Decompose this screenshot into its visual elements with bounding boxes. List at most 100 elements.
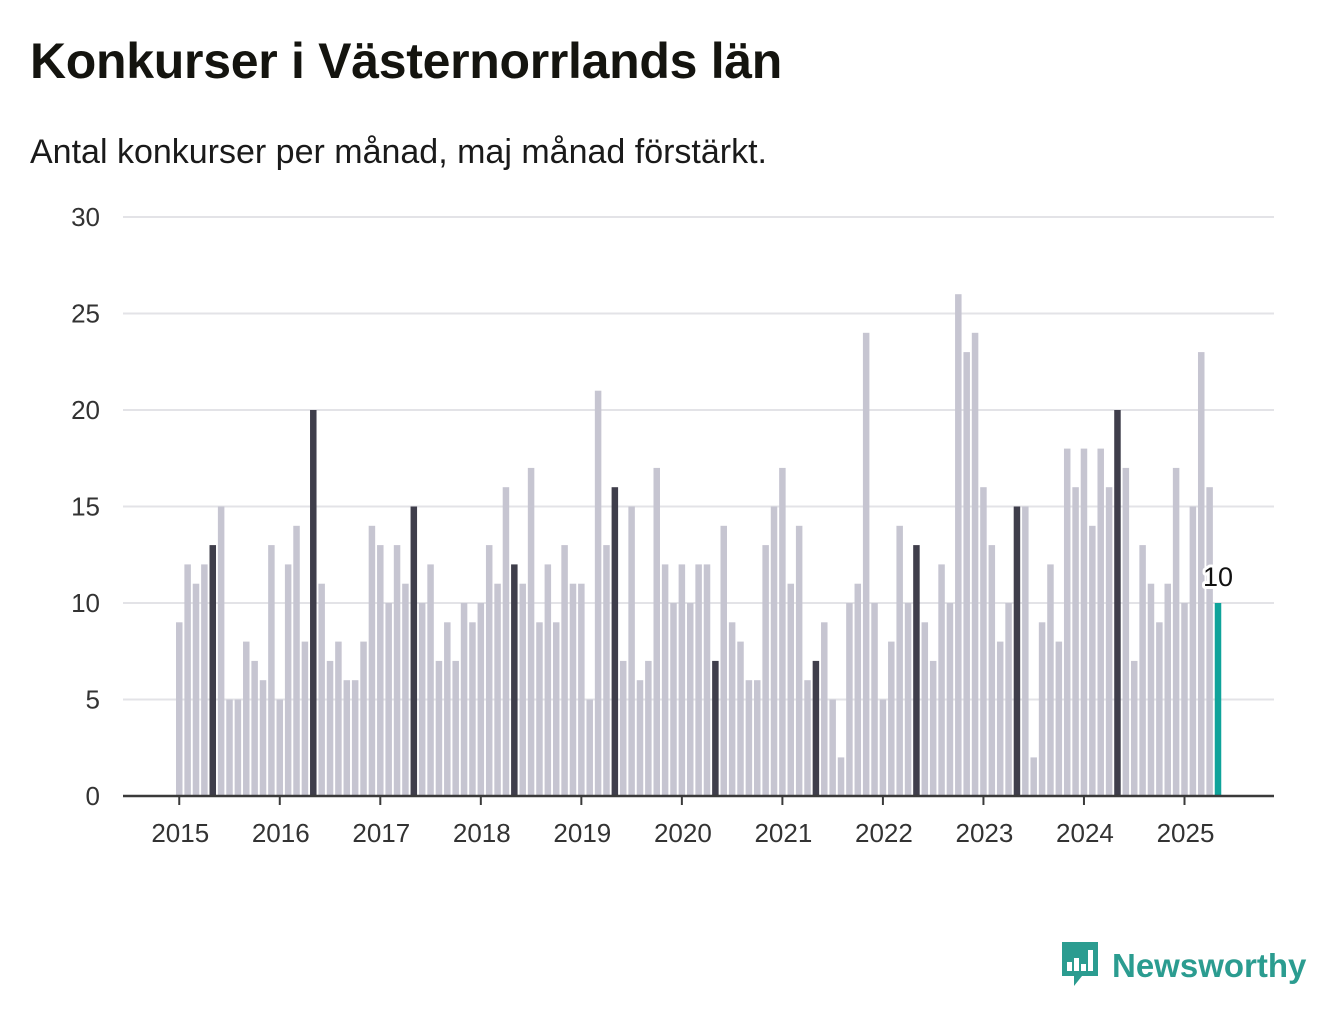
bar [234,699,242,796]
bar [1156,622,1163,796]
bar [946,603,954,796]
bar [645,660,652,796]
bar [678,564,686,796]
bar [368,525,376,796]
bar [226,699,233,796]
bar [393,545,401,796]
bar [904,603,912,796]
annotation-label: 10 [1203,562,1233,592]
bar [712,660,719,796]
bar [1022,506,1029,796]
bar [594,390,602,796]
bar [896,525,903,796]
bar [444,622,451,796]
bar [209,545,217,796]
bar [276,699,284,796]
bar [1147,583,1155,796]
bar [293,525,300,796]
bar [176,622,183,796]
bar [862,332,870,796]
bar [477,603,485,796]
bar [804,680,811,796]
bar [578,583,585,796]
bar [720,525,727,796]
bar [1189,506,1197,796]
bar [787,583,795,796]
bar [586,699,593,796]
bar [494,583,501,796]
bar [762,545,769,796]
x-tick-label: 2023 [956,818,1014,848]
bar [519,583,526,796]
bar [268,545,275,796]
bar [402,583,409,796]
x-tick-label: 2022 [855,818,913,848]
x-tick-label: 2025 [1157,818,1215,848]
bar [854,583,862,796]
bar [1013,506,1021,796]
bar [695,564,702,796]
x-tick-label: 2015 [151,818,209,848]
bar [1214,603,1222,796]
bar [770,506,778,796]
bar [754,680,761,796]
bar [385,603,392,796]
bar [929,660,937,796]
bar [1105,487,1113,796]
bar [955,294,962,796]
bar [938,564,945,796]
bar [1122,467,1130,796]
bar [301,641,309,796]
newsworthy-logo: Newsworthy [1060,940,1306,990]
bar [360,641,367,796]
bar [485,545,493,796]
bar [670,603,677,796]
x-tick-label: 2017 [352,818,410,848]
bar [888,641,895,796]
bar [795,525,803,796]
bar [661,564,669,796]
bar [1080,448,1088,796]
bar [921,622,929,796]
bar [318,583,325,796]
bar [552,622,560,796]
bar [251,660,258,796]
newsworthy-bar-chart-icon [1062,942,1098,986]
y-tick-label: 30 [71,202,100,232]
bar [636,680,644,796]
chart-title: Konkurser i Västernorrlands län [30,33,783,89]
bar [351,680,359,796]
bar [971,332,979,796]
bar [1072,487,1079,796]
bar [460,603,468,796]
bar [745,680,753,796]
bar [871,603,878,796]
bar [988,545,996,796]
bar [980,487,987,796]
bar [469,622,476,796]
bar [1005,603,1012,796]
x-tick-label: 2024 [1056,818,1114,848]
bar [536,622,543,796]
bar [1063,448,1071,796]
y-tick-label: 20 [71,395,100,425]
bar [1139,545,1146,796]
x-tick-label: 2018 [453,818,511,848]
x-tick-label: 2016 [252,818,310,848]
bar [1097,448,1104,796]
bar [243,641,250,796]
bar [619,660,627,796]
bar [192,583,200,796]
bar [1030,757,1037,796]
chart-subtitle: Antal konkurser per månad, maj månad för… [30,133,767,171]
bar [737,641,744,796]
bar [452,660,459,796]
x-axis: 2015 2016 2017 2018 2019 2020 2021 2022 2023 2024… [123,794,1274,848]
bar [703,564,711,796]
y-axis-tick-labels: 0 5 10 15 20 25 30 [71,202,100,811]
bar [963,352,970,796]
bar [511,564,518,796]
bar [201,564,208,796]
bar [184,564,191,796]
